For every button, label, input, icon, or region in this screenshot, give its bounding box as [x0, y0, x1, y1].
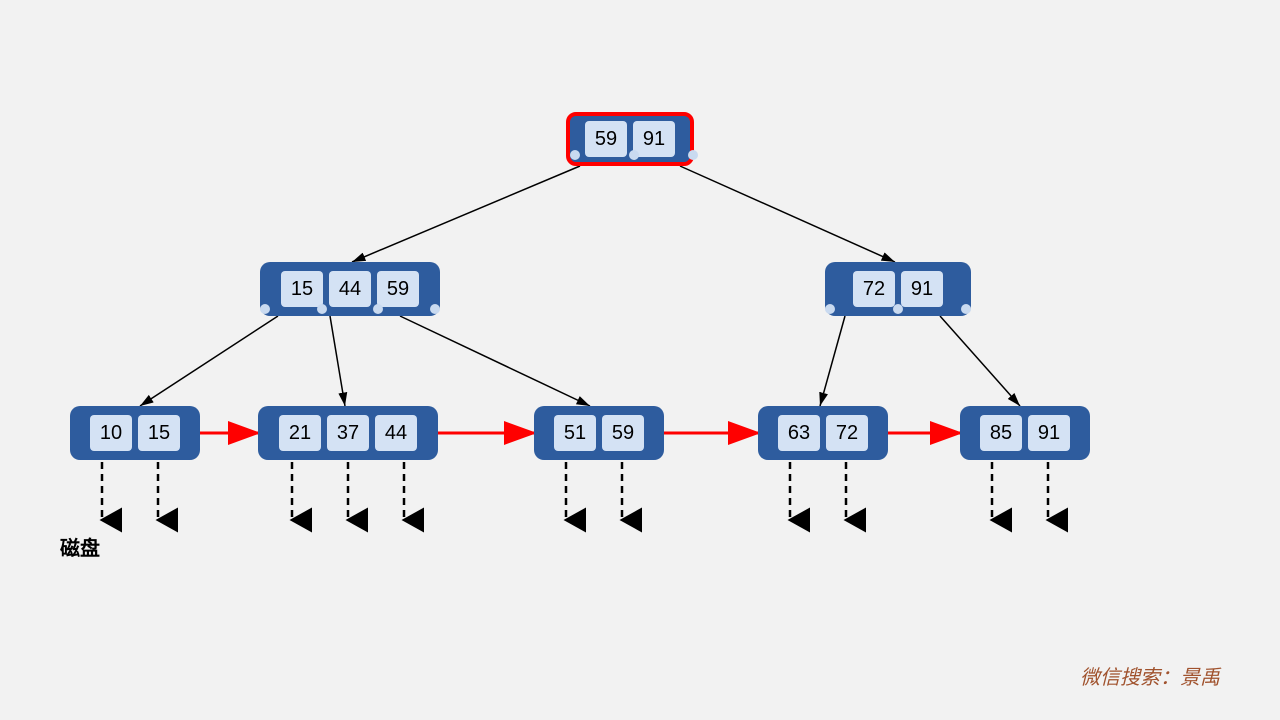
tree-node: 5991 — [566, 112, 694, 166]
credit-text: 微信搜索：景禹 — [1080, 661, 1220, 690]
node-key: 44 — [329, 271, 371, 307]
node-key: 72 — [853, 271, 895, 307]
node-key: 44 — [375, 415, 417, 451]
node-key: 15 — [138, 415, 180, 451]
pointer-dot — [430, 304, 440, 314]
pointer-dot — [317, 304, 327, 314]
pointer-dot — [260, 304, 270, 314]
tree-edge — [680, 166, 895, 262]
diagram-svg — [0, 0, 1280, 720]
node-key: 51 — [554, 415, 596, 451]
tree-edge — [330, 316, 345, 406]
node-key: 91 — [633, 121, 675, 157]
node-key: 85 — [980, 415, 1022, 451]
tree-node: 1015 — [70, 406, 200, 460]
node-key: 91 — [901, 271, 943, 307]
tree-node: 6372 — [758, 406, 888, 460]
disk-label: 磁盘 — [60, 532, 100, 561]
pointer-dot — [961, 304, 971, 314]
pointer-dot — [570, 150, 580, 160]
node-key: 91 — [1028, 415, 1070, 451]
node-key: 59 — [377, 271, 419, 307]
tree-node: 154459 — [260, 262, 440, 316]
tree-node: 7291 — [825, 262, 971, 316]
pointer-dot — [893, 304, 903, 314]
pointer-dot — [373, 304, 383, 314]
tree-edge — [940, 316, 1020, 406]
pointer-dot — [629, 150, 639, 160]
tree-edge — [400, 316, 590, 406]
node-key: 59 — [585, 121, 627, 157]
tree-edge — [820, 316, 845, 406]
tree-node: 213744 — [258, 406, 438, 460]
node-key: 59 — [602, 415, 644, 451]
pointer-dot — [825, 304, 835, 314]
pointer-dot — [688, 150, 698, 160]
node-key: 21 — [279, 415, 321, 451]
tree-node: 8591 — [960, 406, 1090, 460]
tree-edge — [140, 316, 278, 406]
node-key: 63 — [778, 415, 820, 451]
node-key: 15 — [281, 271, 323, 307]
tree-node: 5159 — [534, 406, 664, 460]
node-key: 37 — [327, 415, 369, 451]
node-key: 10 — [90, 415, 132, 451]
node-key: 72 — [826, 415, 868, 451]
tree-edge — [352, 166, 580, 262]
